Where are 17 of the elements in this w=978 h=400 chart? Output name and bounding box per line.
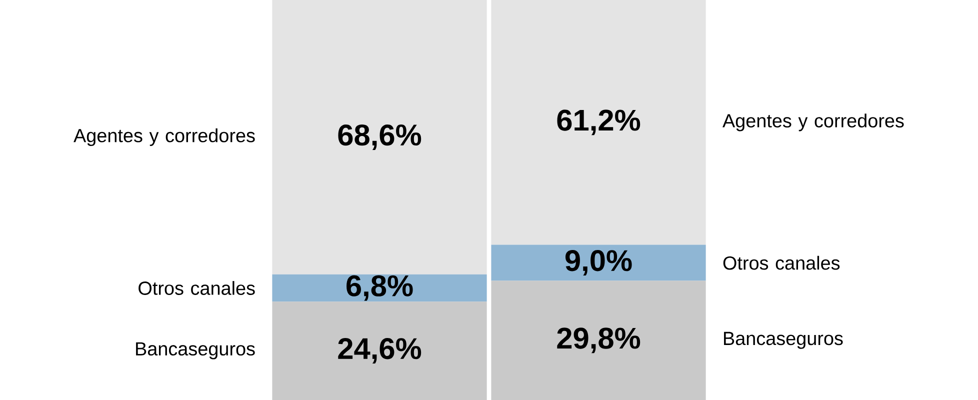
text: Agentes y corredores xyxy=(74,128,255,146)
series-label: Bancaseguros xyxy=(136,342,255,360)
bar xyxy=(272,302,487,400)
bar xyxy=(491,244,706,281)
data-label: 68,6% xyxy=(338,124,422,150)
text: Bancaseguros xyxy=(724,332,843,349)
bar xyxy=(491,0,706,245)
bar xyxy=(272,0,487,274)
data-label: 61,2% xyxy=(557,110,640,136)
data-label: 24,6% xyxy=(338,338,422,364)
data-label: 29,8% xyxy=(557,328,640,354)
bar xyxy=(491,280,706,400)
series-label: Agentes y corredores xyxy=(722,114,904,132)
data-label: 9,0% xyxy=(565,250,632,276)
text: Otros canales xyxy=(723,256,840,270)
series-label: Otros canales xyxy=(138,281,255,295)
data-label: 6,8% xyxy=(346,275,413,301)
